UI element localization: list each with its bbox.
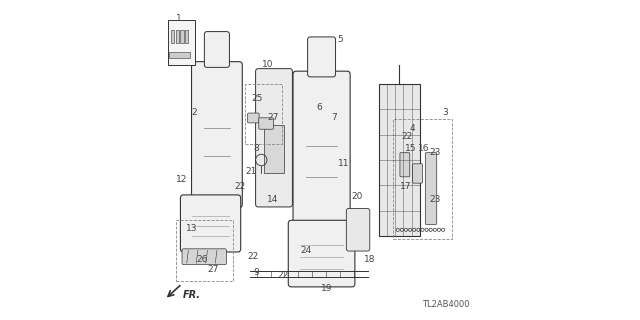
Text: 24: 24 xyxy=(301,246,312,255)
Text: 8: 8 xyxy=(253,144,259,153)
Bar xyxy=(246,84,282,144)
Text: 27: 27 xyxy=(268,113,279,122)
Text: 17: 17 xyxy=(400,182,412,191)
Text: 12: 12 xyxy=(177,174,188,184)
Text: TL2AB4000: TL2AB4000 xyxy=(422,300,469,309)
Text: 14: 14 xyxy=(267,195,278,204)
Text: 4: 4 xyxy=(409,124,415,133)
FancyBboxPatch shape xyxy=(288,220,355,287)
Text: 1: 1 xyxy=(176,14,182,23)
Text: 5: 5 xyxy=(338,35,344,44)
Text: 23: 23 xyxy=(429,195,440,204)
Bar xyxy=(171,30,174,43)
Text: 9: 9 xyxy=(253,268,259,277)
FancyBboxPatch shape xyxy=(182,249,227,265)
Text: 18: 18 xyxy=(364,255,376,264)
Text: 25: 25 xyxy=(252,94,263,103)
Text: 7: 7 xyxy=(332,113,337,122)
Bar xyxy=(185,30,188,43)
Bar xyxy=(379,84,420,236)
Bar xyxy=(175,220,233,281)
FancyBboxPatch shape xyxy=(426,153,436,224)
Text: 11: 11 xyxy=(338,159,349,168)
FancyBboxPatch shape xyxy=(204,32,229,68)
FancyBboxPatch shape xyxy=(293,71,350,236)
Text: 2: 2 xyxy=(191,108,197,117)
Bar xyxy=(393,119,452,239)
Bar xyxy=(170,52,190,59)
Text: 20: 20 xyxy=(351,192,362,201)
FancyBboxPatch shape xyxy=(400,153,410,177)
Text: 26: 26 xyxy=(196,255,207,264)
Text: 15: 15 xyxy=(404,144,416,153)
Bar xyxy=(175,30,179,43)
Bar xyxy=(180,30,184,43)
Text: 19: 19 xyxy=(321,284,332,293)
Text: 16: 16 xyxy=(418,144,429,153)
Text: 10: 10 xyxy=(262,60,273,69)
Text: FR.: FR. xyxy=(183,290,201,300)
Text: 27: 27 xyxy=(207,265,218,274)
FancyBboxPatch shape xyxy=(346,209,370,251)
Text: 22: 22 xyxy=(234,182,246,191)
Text: 6: 6 xyxy=(316,103,322,112)
FancyBboxPatch shape xyxy=(259,118,273,129)
Text: 22: 22 xyxy=(277,271,288,280)
FancyBboxPatch shape xyxy=(191,62,243,208)
Text: 22: 22 xyxy=(247,252,259,261)
Text: 23: 23 xyxy=(429,148,440,156)
Text: 13: 13 xyxy=(186,224,198,233)
FancyBboxPatch shape xyxy=(308,37,335,77)
FancyBboxPatch shape xyxy=(255,69,292,207)
Bar xyxy=(264,125,284,173)
Text: 21: 21 xyxy=(246,167,257,176)
Text: 3: 3 xyxy=(442,108,448,117)
FancyBboxPatch shape xyxy=(413,164,422,183)
Bar xyxy=(168,20,195,65)
FancyBboxPatch shape xyxy=(180,195,241,252)
FancyBboxPatch shape xyxy=(248,113,259,123)
Text: 22: 22 xyxy=(401,132,412,141)
